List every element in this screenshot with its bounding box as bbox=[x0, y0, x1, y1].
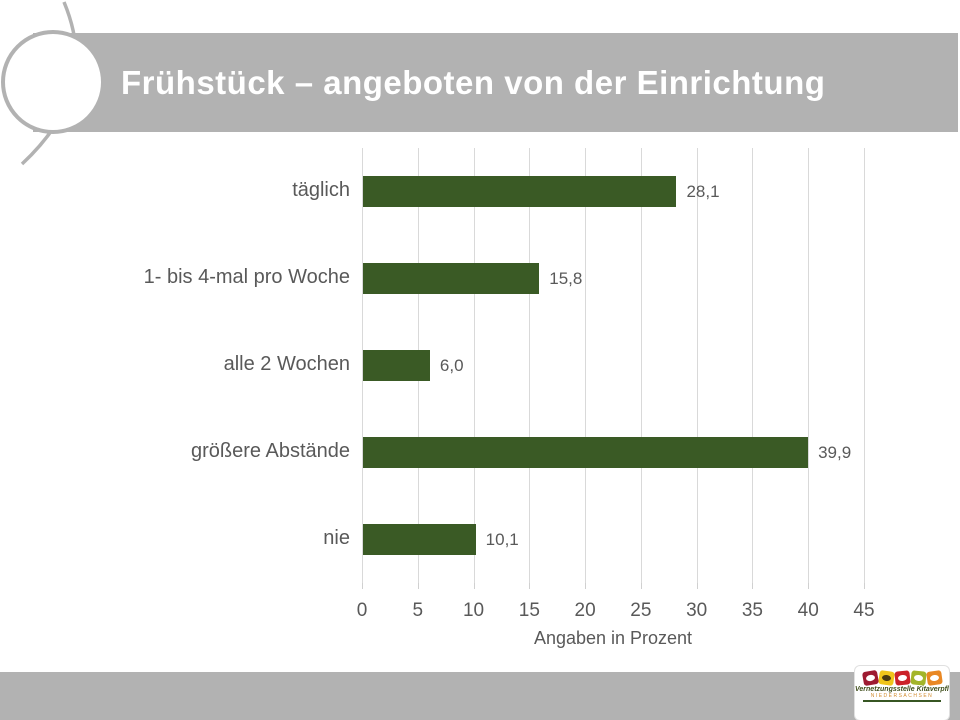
gridline bbox=[640, 148, 642, 583]
footer-band bbox=[0, 672, 960, 720]
category-label: größere Abstände bbox=[191, 439, 350, 462]
chart-bar bbox=[363, 524, 476, 555]
value-label: 39,9 bbox=[818, 442, 852, 462]
chart-bar bbox=[363, 263, 540, 294]
x-axis-tick bbox=[864, 583, 865, 589]
x-axis-tick bbox=[696, 583, 698, 589]
x-tick-label: 30 bbox=[686, 600, 708, 621]
x-tick-label: 40 bbox=[797, 600, 819, 621]
x-tick-label: 15 bbox=[518, 600, 540, 621]
logo-tiles bbox=[855, 669, 949, 687]
plate-tile-icon bbox=[909, 670, 927, 686]
x-tick-label: 45 bbox=[853, 600, 875, 621]
x-axis-tick bbox=[417, 583, 419, 589]
chart-bar bbox=[363, 350, 430, 381]
gridline bbox=[362, 148, 363, 583]
gridline bbox=[473, 148, 475, 583]
tile-glyph bbox=[929, 674, 939, 682]
gridline bbox=[864, 148, 865, 583]
category-label: 1- bis 4-mal pro Woche bbox=[143, 265, 350, 288]
value-label: 15,8 bbox=[549, 268, 583, 288]
value-label: 6,0 bbox=[439, 355, 464, 375]
figures-tile-icon bbox=[893, 670, 911, 686]
x-axis-tick bbox=[529, 583, 531, 589]
eggs-tile-icon bbox=[861, 669, 879, 687]
gridline bbox=[752, 148, 754, 583]
x-tick-label: 20 bbox=[574, 600, 596, 621]
value-label: 10,1 bbox=[485, 529, 519, 549]
org-logo: Vernetzungsstelle Kitaverpflegung NIEDER… bbox=[855, 666, 949, 720]
x-tick-label: 10 bbox=[462, 600, 485, 621]
value-label: 28,1 bbox=[686, 181, 720, 201]
category-label: nie bbox=[323, 526, 350, 549]
category-label: täglich bbox=[292, 178, 350, 201]
logo-org-name: Vernetzungsstelle Kitaverpflegung bbox=[855, 686, 949, 693]
gridline bbox=[529, 148, 531, 583]
gridline bbox=[808, 148, 810, 583]
x-axis-tick bbox=[473, 583, 475, 589]
x-tick-label: 0 bbox=[356, 600, 368, 621]
title-banner: Frühstück – angeboten von der Einrichtun… bbox=[33, 33, 958, 132]
bee-tile-icon bbox=[877, 670, 895, 686]
tile-glyph bbox=[881, 674, 891, 682]
x-axis-tick bbox=[808, 583, 810, 589]
x-axis-title: Angaben in Prozent bbox=[533, 628, 693, 648]
x-axis-tick bbox=[640, 583, 642, 589]
gridline bbox=[585, 148, 587, 583]
page-title: Frühstück – angeboten von der Einrichtun… bbox=[121, 64, 826, 101]
x-tick-label: 35 bbox=[741, 600, 763, 621]
logo-underline bbox=[863, 700, 941, 702]
chart-bar bbox=[363, 437, 809, 468]
tile-glyph bbox=[897, 674, 907, 682]
tile-glyph bbox=[913, 674, 923, 682]
chart-bar bbox=[363, 176, 677, 207]
category-label: alle 2 Wochen bbox=[223, 352, 350, 375]
tile-glyph bbox=[865, 674, 875, 682]
pot-tile-icon bbox=[925, 670, 943, 686]
x-axis-tick bbox=[585, 583, 587, 589]
x-tick-label: 5 bbox=[412, 600, 424, 621]
x-axis-tick bbox=[752, 583, 754, 589]
x-axis-tick bbox=[362, 583, 363, 589]
gridline bbox=[696, 148, 698, 583]
logo-region: NIEDERSACHSEN bbox=[870, 693, 934, 699]
x-tick-label: 25 bbox=[630, 600, 652, 621]
